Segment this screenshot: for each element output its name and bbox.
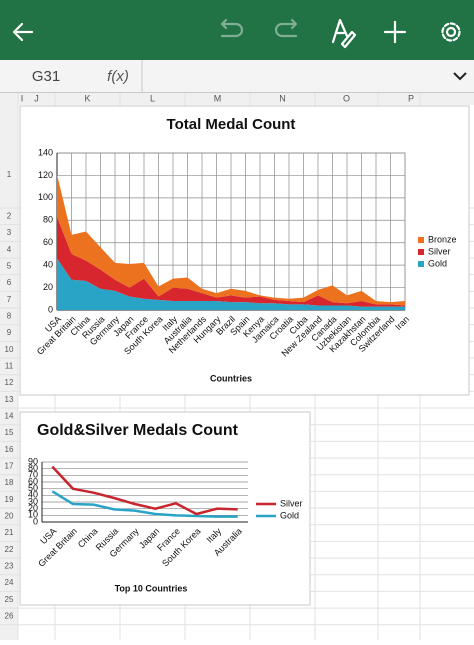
y-tick-label: 40 <box>43 260 53 270</box>
y-tick-label: 60 <box>28 476 38 486</box>
row-label: 3 <box>7 228 12 237</box>
expand-button[interactable] <box>453 72 467 81</box>
area <box>57 258 405 310</box>
redo-button[interactable] <box>274 18 298 38</box>
back-button[interactable] <box>12 22 34 42</box>
column-header <box>0 93 474 105</box>
chart: Total Medal Count020406080100120140USAGr… <box>19 105 470 396</box>
area <box>57 216 405 307</box>
toolbar <box>0 0 474 60</box>
chart-title: Total Medal Count <box>167 116 296 133</box>
row-label: 6 <box>7 278 12 287</box>
column-label: L <box>150 93 155 103</box>
function-label[interactable]: f(x) <box>107 68 129 85</box>
formula-bar <box>0 60 474 93</box>
legend-label: Silver <box>280 498 303 508</box>
y-tick-label: 50 <box>28 483 38 493</box>
legend-label: Gold <box>280 510 299 520</box>
column-label: P <box>408 93 414 103</box>
y-tick-label: 20 <box>28 503 38 513</box>
chart-title: Gold&Silver Medals Count <box>37 422 239 439</box>
y-tick-label: 0 <box>48 304 53 314</box>
legend-label: Gold <box>428 258 447 268</box>
x-axis-title: Top 10 Countries <box>115 583 188 593</box>
line <box>51 490 238 518</box>
row-label: 21 <box>5 528 14 537</box>
column-label: O <box>343 93 350 103</box>
y-tick-label: 80 <box>28 463 38 473</box>
row-label: 19 <box>5 495 14 504</box>
y-tick-label: 80 <box>43 215 53 225</box>
column-label: N <box>279 93 286 103</box>
column-label: M <box>214 93 222 103</box>
row-label: 18 <box>5 478 14 487</box>
y-tick-label: 90 <box>28 456 38 466</box>
row-label: 9 <box>7 328 12 337</box>
row-label: 11 <box>5 361 14 370</box>
row-label: 16 <box>5 445 14 454</box>
undo-button[interactable] <box>220 18 244 38</box>
row-label: 1 <box>7 170 12 179</box>
row-label: 5 <box>7 261 12 270</box>
y-tick-label: 140 <box>38 147 53 157</box>
row-label: 15 <box>5 428 14 437</box>
row-label: 20 <box>5 512 14 521</box>
row-label: 22 <box>5 545 14 554</box>
column-label: K <box>84 93 90 103</box>
y-tick-label: 60 <box>43 237 53 247</box>
legend-label: Bronze <box>428 234 457 244</box>
y-tick-label: 100 <box>38 192 53 202</box>
legend-swatch <box>418 237 424 243</box>
y-tick-label: 10 <box>28 510 38 520</box>
row-label: 4 <box>7 245 12 254</box>
add-button[interactable] <box>383 20 407 44</box>
line <box>51 465 238 516</box>
column-label: J <box>34 93 39 103</box>
legend-swatch <box>418 261 424 267</box>
y-tick-label: 120 <box>38 170 53 180</box>
row-label: 2 <box>7 211 12 220</box>
row-header <box>0 93 18 640</box>
format-button[interactable] <box>331 18 357 49</box>
y-tick-label: 40 <box>28 490 38 500</box>
y-tick-label: 30 <box>28 496 38 506</box>
row-label: 12 <box>5 378 14 387</box>
row-label: 14 <box>5 411 14 420</box>
column-label: I <box>21 93 24 103</box>
y-tick-label: 20 <box>43 282 53 292</box>
cell-reference[interactable]: G31 <box>32 68 60 85</box>
area <box>57 174 405 306</box>
row-label: 7 <box>7 295 12 304</box>
row-label: 25 <box>5 595 14 604</box>
y-tick-label: 70 <box>28 470 38 480</box>
row-label: 8 <box>7 311 12 320</box>
row-label: 24 <box>5 578 14 587</box>
chart: Gold&Silver Medals Count 0102030405060708… <box>19 411 311 606</box>
row-label: 13 <box>5 395 14 404</box>
legend-swatch <box>418 249 424 255</box>
row-label: 17 <box>5 461 14 470</box>
legend-label: Silver <box>428 246 451 256</box>
row-label: 23 <box>5 562 14 571</box>
row-label: 26 <box>5 612 14 621</box>
row-label: 10 <box>5 345 14 354</box>
x-axis-title: Countries <box>210 373 252 383</box>
settings-button[interactable] <box>441 22 461 42</box>
y-tick-label: 0 <box>33 516 38 526</box>
